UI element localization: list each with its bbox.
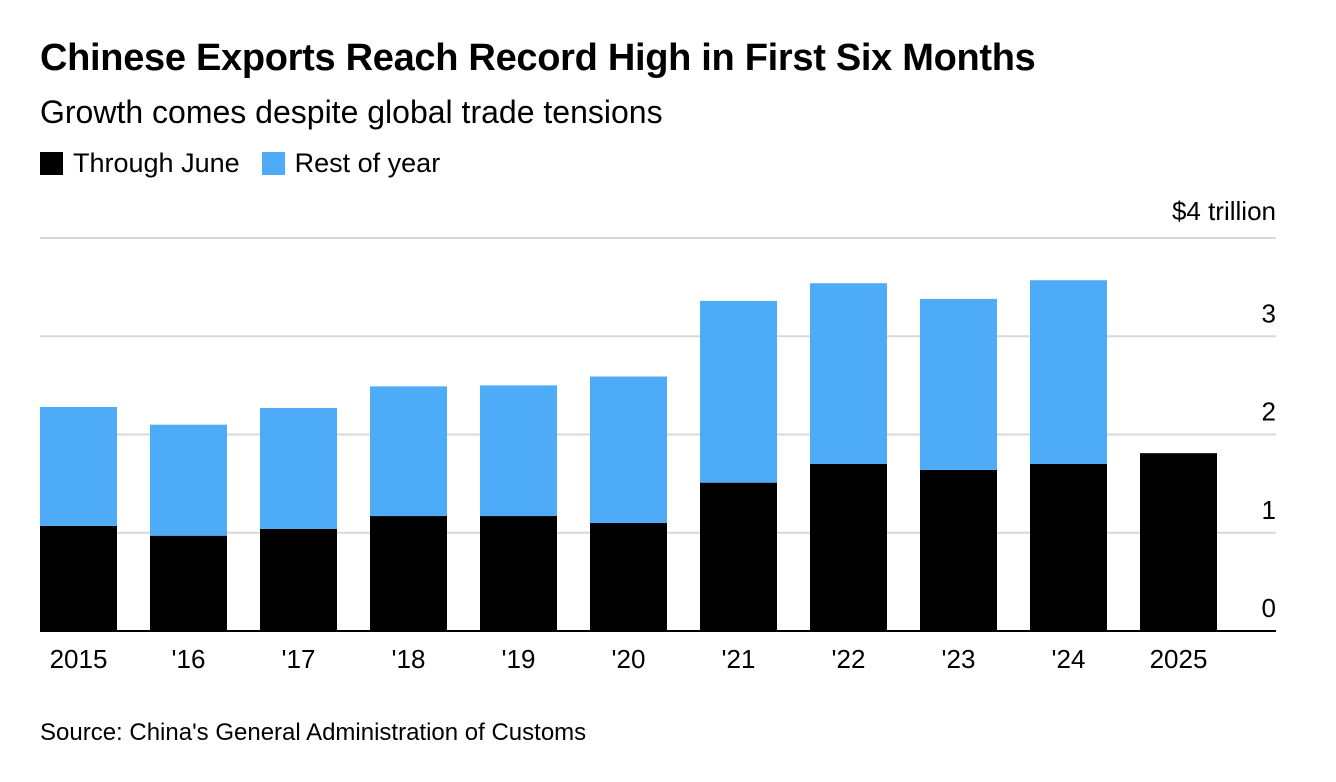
chart-subtitle: Growth comes despite global trade tensio… (40, 94, 663, 130)
legend-item-rest-of-year: Rest of year (261, 148, 441, 179)
x-tick-label: 2015 (50, 644, 108, 674)
legend-swatch-through-june (40, 152, 63, 175)
legend-label-rest-of-year: Rest of year (294, 148, 441, 178)
x-tick-label: '17 (282, 644, 316, 674)
y-tick-label: 3 (1262, 298, 1276, 328)
bar-through-june (260, 528, 337, 631)
bar-rest-of-year (480, 385, 557, 517)
legend-item-through-june: Through June (40, 148, 240, 179)
y-tick-label: 0 (1262, 593, 1276, 623)
bar-through-june (40, 525, 117, 631)
legend-swatch-rest-of-year (261, 152, 285, 175)
bar-through-june (920, 469, 997, 631)
bar-rest-of-year (40, 406, 117, 526)
x-tick-label: '24 (1052, 644, 1086, 674)
chart-title: Chinese Exports Reach Record High in Fir… (40, 37, 1036, 79)
bar-through-june (480, 516, 557, 631)
bar-through-june (150, 535, 227, 631)
bar-rest-of-year (700, 300, 777, 483)
legend-label-through-june: Through June (73, 148, 240, 178)
source-note: Source: China's General Administration o… (40, 719, 587, 746)
bar-rest-of-year (260, 407, 337, 529)
bar-rest-of-year (1030, 280, 1107, 464)
bar-rest-of-year (370, 386, 447, 517)
bar-rest-of-year (150, 424, 227, 536)
bar-through-june (370, 516, 447, 631)
bar-rest-of-year (810, 283, 887, 464)
bar-rest-of-year (920, 298, 997, 470)
y-tick-label: $4 trillion (1172, 196, 1276, 226)
bar-rest-of-year (590, 376, 667, 523)
x-tick-label: '20 (612, 644, 646, 674)
bar-through-june (1140, 453, 1217, 631)
bar-through-june (1030, 463, 1107, 631)
bar-through-june (700, 482, 777, 631)
y-tick-label: 1 (1262, 495, 1276, 525)
x-tick-label: '19 (502, 644, 536, 674)
x-tick-label: '16 (172, 644, 206, 674)
y-tick-label: 2 (1262, 397, 1276, 427)
legend: Through June Rest of year (40, 148, 462, 179)
x-tick-label: '22 (832, 644, 866, 674)
bar-through-june (810, 463, 887, 631)
x-tick-label: 2025 (1150, 644, 1208, 674)
x-tick-label: '21 (722, 644, 756, 674)
x-tick-label: '23 (942, 644, 976, 674)
bar-through-june (590, 522, 667, 631)
x-tick-label: '18 (392, 644, 426, 674)
